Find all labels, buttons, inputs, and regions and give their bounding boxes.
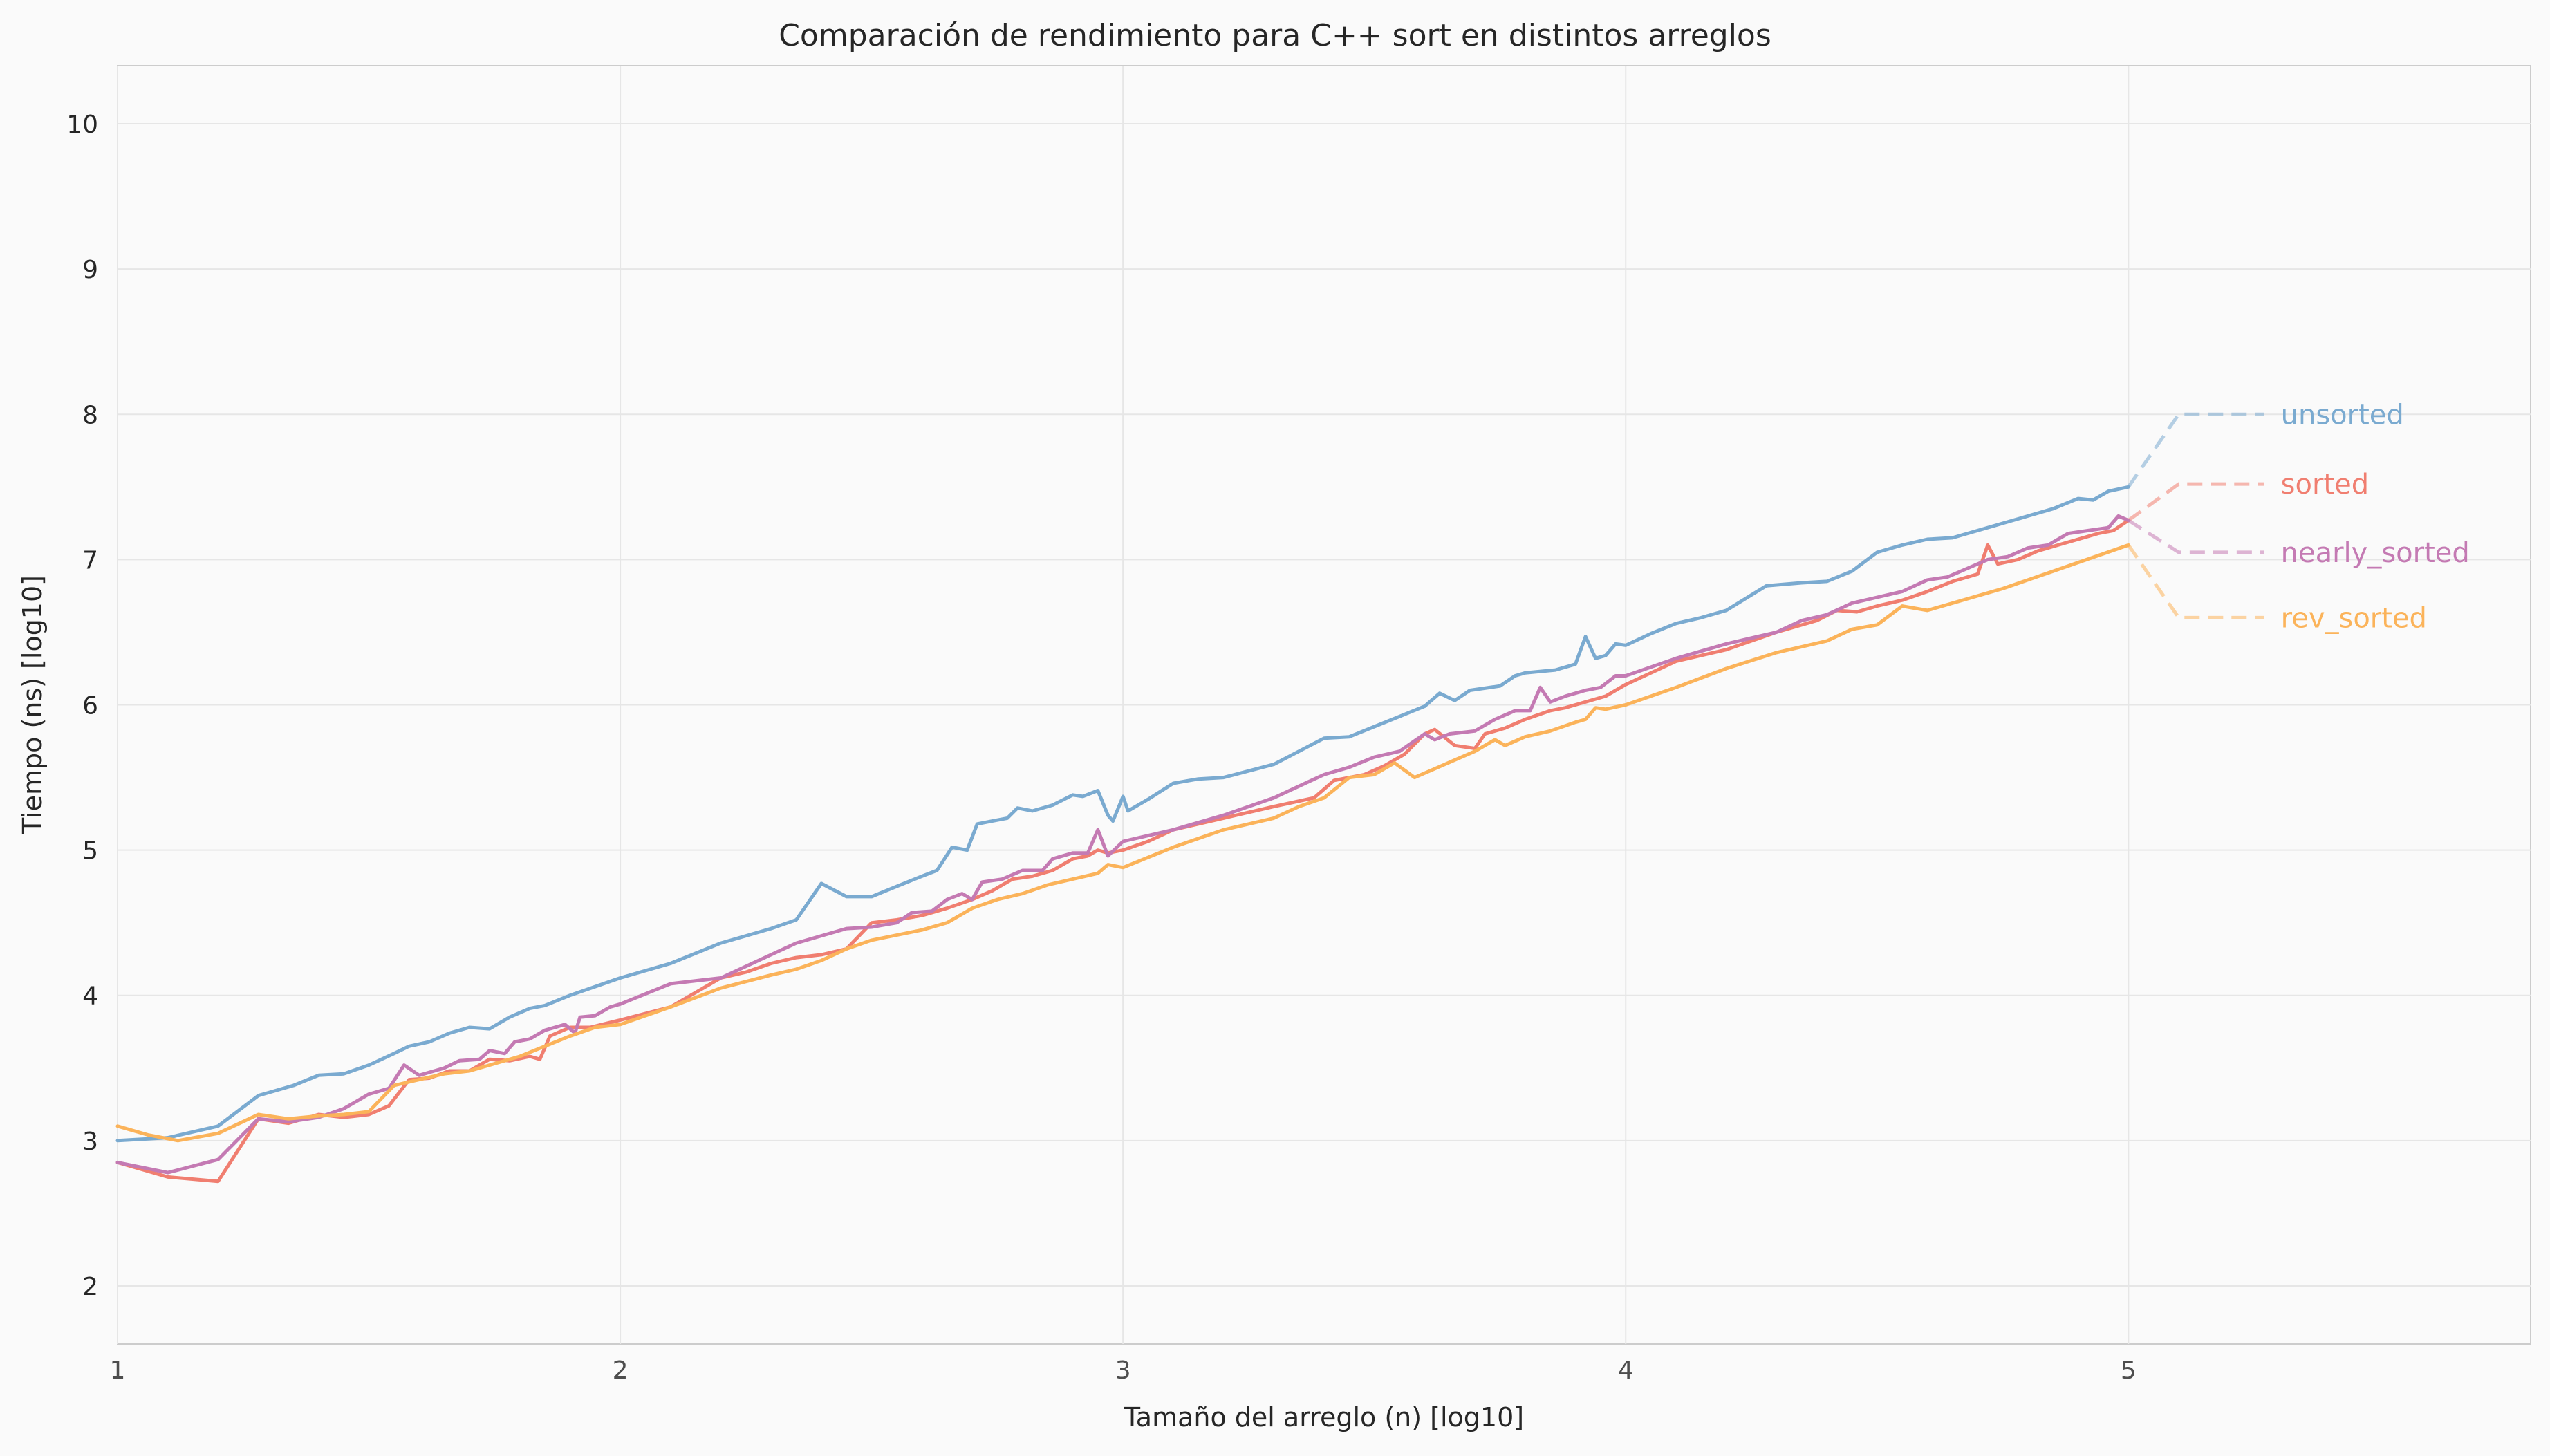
y-tick-label: 9 [82,256,98,284]
projection-lines [2127,412,2264,619]
x-axis-ticks: 1 2 3 4 5 [110,1356,2137,1385]
y-tick-label: 3 [82,1128,98,1156]
x-tick-label: 5 [2121,1356,2137,1385]
series-label-sorted: sorted [2281,469,2369,501]
series-label-unsorted: unsorted [2281,399,2404,431]
x-tick-label: 3 [1115,1356,1131,1385]
x-tick-label: 1 [110,1356,126,1385]
series-labels: unsorted sorted nearly_sorted rev_sorted [2281,399,2470,634]
y-tick-label: 2 [82,1273,98,1301]
series-line-unsorted [115,485,2130,1143]
y-tick-label: 8 [82,401,98,429]
y-tick-label: 6 [82,692,98,720]
y-tick-label: 5 [82,837,98,866]
y-tick-label: 10 [66,111,98,139]
series-label-rev-sorted: rev_sorted [2281,602,2427,634]
x-axis-label: Tamaño del arreglo (n) [log10] [1124,1402,1524,1432]
projection-line-nearly-sorted [2127,519,2264,554]
y-axis-ticks: 2 3 4 5 6 7 8 9 10 [66,111,98,1301]
series-line-rev-sorted [115,543,2130,1143]
y-axis-label: Tiempo (ns) [log10] [17,575,48,834]
series-label-nearly-sorted: nearly_sorted [2281,537,2470,569]
projection-line-sorted [2127,482,2264,522]
series-lines [115,485,2130,1184]
chart-title: Comparación de rendimiento para C++ sort… [779,18,1771,53]
gridlines [117,66,2531,1344]
series-line-nearly-sorted [115,514,2130,1175]
x-tick-label: 2 [613,1356,629,1385]
y-tick-label: 7 [82,546,98,575]
projection-line-rev-sorted [2127,543,2264,619]
y-tick-label: 4 [82,982,98,1011]
series-line-sorted [115,519,2130,1184]
x-tick-label: 4 [1618,1356,1634,1385]
projection-line-unsorted [2127,412,2264,488]
